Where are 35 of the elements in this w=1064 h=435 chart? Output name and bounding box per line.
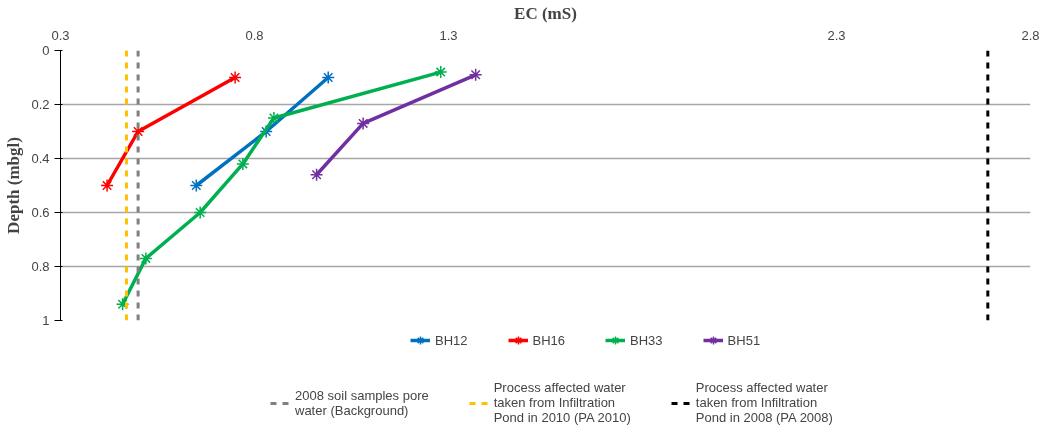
legend-label: Process affected water taken from Infiltration Pond in 2010 (PA 2010): [493, 380, 631, 425]
y-axis-title: Depth (mbgl): [4, 137, 24, 234]
x-axis-title: EC (mS): [514, 3, 577, 23]
x-tick-label: 1.3: [439, 27, 458, 43]
point: [228, 70, 242, 85]
x-tick-label: 2.8: [1021, 27, 1040, 43]
point: [139, 251, 153, 266]
legend-label: BH12: [435, 332, 468, 348]
point: [356, 116, 370, 131]
point: [115, 297, 130, 312]
point: [433, 65, 448, 79]
point: [259, 124, 273, 139]
legend-label: BH16: [532, 332, 566, 348]
point: [468, 68, 483, 82]
point: [189, 178, 204, 193]
y-tick-label: 0.4: [31, 151, 50, 166]
legend-label: 2008 soil samples pore water (Background): [295, 387, 429, 418]
y-tick-label: 0.6: [31, 205, 50, 220]
point: [309, 167, 324, 182]
y-tick-label: 0.8: [31, 259, 50, 274]
legend-label: BH51: [727, 332, 761, 348]
point: [236, 157, 250, 171]
point: [193, 205, 207, 220]
x-tick-label: 0.3: [51, 27, 70, 43]
legend-label: Process affected water taken from Infiltration Pond in 2008 (PA 2008): [695, 380, 833, 425]
point: [131, 124, 145, 139]
point: [321, 70, 335, 85]
y-tick-label: 0: [42, 43, 50, 58]
x-tick-label: 2.3: [827, 27, 846, 43]
y-tick-label: 0.2: [31, 97, 50, 112]
legend-label: BH33: [630, 332, 663, 348]
point: [267, 111, 281, 125]
y-tick-label: 1: [42, 313, 50, 328]
point: [100, 178, 114, 193]
x-tick-label: 0.8: [245, 27, 264, 43]
